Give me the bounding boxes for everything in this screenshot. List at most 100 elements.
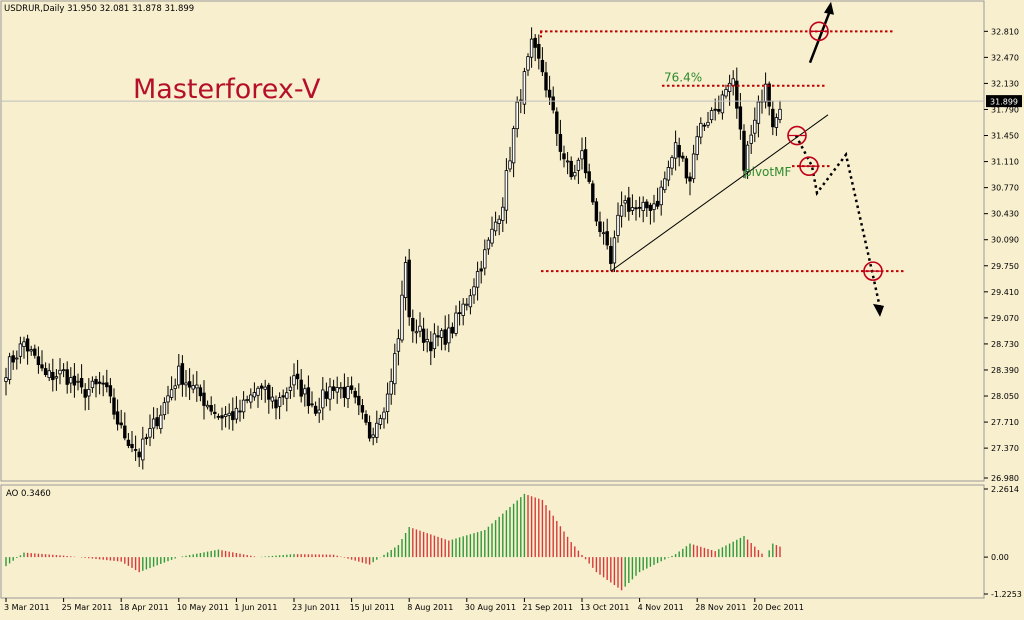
candle-body: [227, 412, 231, 416]
candle-body: [537, 43, 541, 59]
candle-body: [90, 380, 95, 389]
candle: [749, 124, 753, 154]
candle-body: [677, 145, 681, 158]
candle: [439, 328, 444, 351]
candle: [339, 382, 343, 399]
candle-body: [616, 214, 620, 236]
candle: [61, 363, 66, 378]
candle: [216, 413, 221, 420]
candle-body: [40, 364, 44, 369]
candle: [97, 371, 102, 395]
candle-body: [51, 371, 55, 381]
candle: [421, 317, 426, 352]
date-tick-label: 23 Jun 2011: [292, 603, 340, 612]
candle: [511, 125, 516, 178]
candle: [681, 152, 685, 162]
candle-body: [425, 338, 429, 343]
candle: [479, 260, 483, 284]
candle-body: [400, 294, 404, 341]
candle: [637, 196, 642, 218]
candle-body: [335, 387, 339, 393]
candle-body: [457, 312, 462, 315]
date-tick-label: 8 Aug 2011: [407, 603, 453, 612]
candle-body: [645, 201, 649, 209]
candle: [497, 215, 501, 236]
candle: [713, 98, 717, 121]
candle-body: [256, 387, 260, 396]
candle-body: [511, 128, 516, 164]
candle: [551, 86, 555, 114]
candle: [256, 385, 260, 408]
candle: [547, 75, 552, 105]
candle-body: [627, 197, 631, 212]
candle: [249, 388, 253, 409]
candle: [223, 406, 228, 428]
date-tick-label: 30 Aug 2011: [465, 603, 516, 612]
candle: [58, 358, 62, 385]
candle-body: [79, 378, 84, 388]
candle: [598, 211, 602, 237]
candle-body: [501, 206, 505, 221]
candle: [616, 202, 620, 243]
candle-body: [148, 428, 152, 438]
candle-body: [328, 386, 332, 400]
candle: [569, 156, 573, 180]
candle: [724, 84, 728, 99]
ao-frame: [0, 484, 985, 599]
candle: [771, 100, 775, 136]
candle-body: [666, 167, 671, 181]
candle: [677, 137, 681, 167]
candle: [241, 391, 246, 419]
candle-body: [515, 101, 519, 130]
candle-body: [205, 404, 210, 408]
candle: [79, 364, 84, 394]
candle-body: [306, 387, 311, 407]
candle-body: [378, 418, 383, 425]
candle: [591, 180, 595, 205]
candle-body: [472, 286, 476, 296]
candle-body: [508, 160, 512, 170]
candle-body: [209, 405, 213, 412]
candle: [238, 399, 242, 422]
candle: [699, 117, 703, 145]
candle: [526, 53, 530, 76]
candle: [580, 137, 584, 170]
candle-body: [245, 399, 249, 401]
candle-body: [58, 369, 62, 375]
candle-body: [123, 425, 127, 439]
candle: [94, 375, 98, 398]
candle-body: [22, 341, 26, 347]
candle: [43, 362, 48, 377]
candle-body: [465, 303, 469, 306]
candle-body: [202, 392, 206, 406]
candle-body: [357, 395, 361, 406]
candle: [331, 379, 336, 399]
candle-body: [285, 392, 289, 399]
candle-body: [144, 437, 149, 439]
candle-body: [25, 338, 30, 352]
candle-body: [342, 386, 347, 398]
candle: [461, 298, 465, 326]
candle-body: [119, 422, 123, 426]
candle: [418, 312, 422, 338]
candle-body: [565, 160, 570, 163]
candle-body: [317, 409, 321, 414]
candle: [400, 280, 404, 343]
candle: [209, 396, 213, 416]
candle-body: [166, 395, 170, 403]
candle: [306, 375, 311, 414]
candle-body: [33, 348, 37, 356]
candle-body: [151, 418, 156, 429]
ao-tick-label: 0.00: [991, 553, 1009, 562]
candle: [688, 172, 692, 196]
candle-body: [389, 380, 393, 395]
candle-body: [101, 382, 105, 385]
candle: [187, 368, 192, 400]
candle-body: [447, 327, 451, 344]
candle-body: [216, 415, 221, 418]
candle: [371, 427, 375, 446]
candle: [634, 199, 638, 221]
candle: [141, 426, 145, 470]
